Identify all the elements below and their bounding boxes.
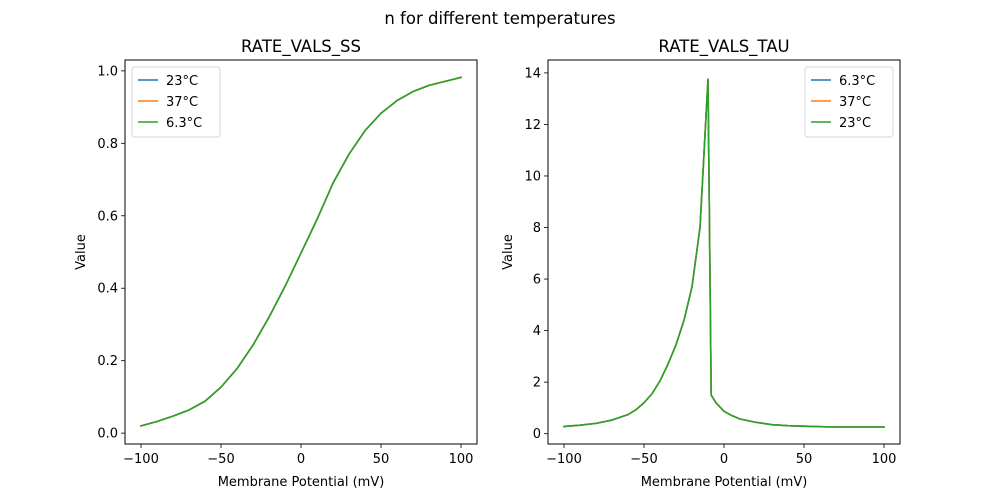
y-axis-ticks: 0 2 4 6 8 10 12 14 <box>524 66 548 442</box>
x-axis-ticks: −100 −50 0 50 100 <box>546 444 896 467</box>
figure-suptitle: n for different temperatures <box>384 9 615 28</box>
x-tick-label: 50 <box>373 452 390 467</box>
x-axis-label: Membrane Potential (mV) <box>641 475 808 490</box>
legend-label: 23°C <box>166 74 198 89</box>
x-tick-label: 100 <box>449 452 474 467</box>
legend-label: 37°C <box>166 95 198 110</box>
y-tick-label: 10 <box>524 169 541 184</box>
x-tick-label: 0 <box>720 452 728 467</box>
subplot-rate-vals-tau: RATE_VALS_TAU −100 −50 0 50 100 02468101214 … <box>501 37 901 490</box>
y-tick-label: 4 <box>533 324 541 339</box>
legend-frame <box>131 66 221 138</box>
y-tick-label: 1.0 <box>97 64 118 79</box>
x-tick-label: 0 <box>297 452 305 467</box>
y-tick-label: 12 <box>524 118 541 133</box>
series-line-2 <box>140 76 462 427</box>
legend-label: 37°C <box>839 95 871 110</box>
y-tick-label: 0.0 <box>97 427 118 442</box>
x-tick-label: −100 <box>123 452 159 467</box>
y-axis-label: Value <box>501 234 516 270</box>
y-axis-label: Value <box>74 234 89 270</box>
y-tick-label: 0.8 <box>97 137 118 152</box>
legend-frame <box>804 66 894 138</box>
legend-entry: 37°C <box>138 95 198 110</box>
y-axis-ticks: 0.0 0.2 0.4 0.6 0.8 1.0 <box>97 64 125 442</box>
subplot-title: RATE_VALS_SS <box>241 37 361 57</box>
legend-entry: 6.3°C <box>138 116 202 131</box>
y-tick-label: 0.2 <box>97 354 118 369</box>
y-tick-label: 0.4 <box>97 282 118 297</box>
x-tick-label: 50 <box>796 452 813 467</box>
y-tick-label: 0 <box>533 427 541 442</box>
x-tick-label: 100 <box>872 452 897 467</box>
series-lines <box>563 78 885 428</box>
legend-entry: 37°C <box>811 95 871 110</box>
legend: 6.3°C 37°C 23°C <box>804 66 894 138</box>
series-lines <box>140 76 462 427</box>
x-tick-label: −50 <box>630 452 657 467</box>
legend-entry: 6.3°C <box>811 74 875 89</box>
legend: 23°C 37°C 6.3°C <box>131 66 221 138</box>
x-axis-label: Membrane Potential (mV) <box>218 475 385 490</box>
y-tick-label: 0.6 <box>97 209 118 224</box>
legend-entry: 23°C <box>138 74 198 89</box>
x-axis-ticks: −100 −50 0 50 100 <box>123 444 473 467</box>
y-tick-label: 8 <box>533 221 541 236</box>
series-line-2 <box>563 78 885 428</box>
x-tick-label: −100 <box>546 452 582 467</box>
y-tick-label: 2 <box>533 376 541 391</box>
legend-label: 6.3°C <box>839 74 875 89</box>
y-tick-label: 14 <box>524 66 541 81</box>
subplot-rate-vals-ss: RATE_VALS_SS −100 −50 0 50 100 0.00.20.40.60… <box>74 37 478 490</box>
subplot-title: RATE_VALS_TAU <box>658 37 789 57</box>
legend-entry: 23°C <box>811 116 871 131</box>
legend-label: 6.3°C <box>166 116 202 131</box>
legend-label: 23°C <box>839 116 871 131</box>
y-tick-label: 6 <box>533 273 541 288</box>
x-tick-label: −50 <box>207 452 234 467</box>
